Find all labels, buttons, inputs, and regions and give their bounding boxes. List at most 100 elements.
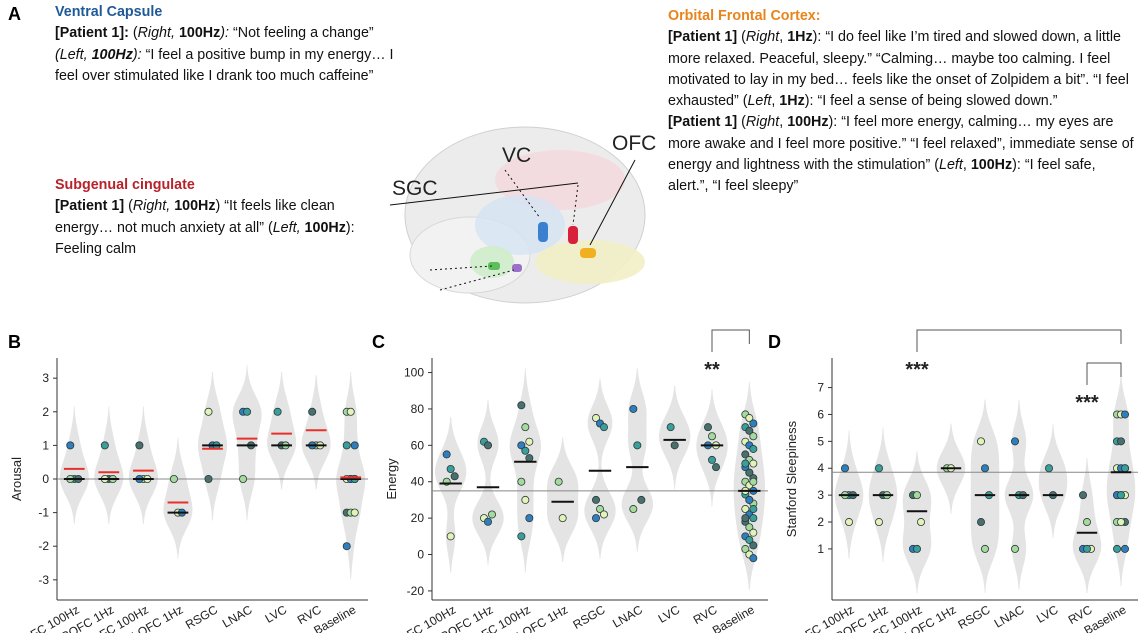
vc-block: Ventral Capsule [Patient 1]: (Right, 100… (55, 2, 400, 87)
t: Left, (273, 220, 301, 236)
quote: [Patient 1] (Right, 1Hz): “I do feel lik… (668, 27, 1138, 112)
quote: [Patient 1] (Right, 100Hz) “It feels lik… (55, 196, 395, 260)
data-point (518, 478, 525, 485)
t: , (779, 114, 787, 130)
data-point (750, 420, 757, 427)
t: 100Hz (174, 198, 215, 214)
t: (Left, (55, 47, 92, 63)
data-point (347, 408, 354, 415)
chart: Stanford Sleepiness1234567ROFC 100HzROFC… (784, 330, 1138, 633)
violin (971, 399, 1000, 593)
data-point (67, 442, 74, 449)
data-point (592, 515, 599, 522)
violin (435, 417, 466, 573)
electrode (580, 248, 596, 258)
data-point (522, 447, 529, 454)
data-point (447, 465, 454, 472)
data-point (1121, 545, 1128, 552)
y-tick-label: -1 (38, 506, 49, 520)
t: 100Hz (971, 157, 1012, 173)
data-point (243, 408, 250, 415)
y-tick-label: -20 (407, 584, 425, 598)
data-point (451, 473, 458, 480)
data-point (1117, 492, 1124, 499)
data-point (1121, 411, 1128, 418)
data-point (750, 529, 757, 536)
data-point (274, 408, 281, 415)
y-tick-label: 0 (42, 472, 49, 486)
x-tick-label: LNAC (220, 602, 255, 630)
data-point (522, 424, 529, 431)
brain-label: VC (502, 144, 531, 167)
data-point (488, 511, 495, 518)
y-tick-label: 2 (42, 405, 49, 419)
data-point (1083, 518, 1090, 525)
x-tick-label: RSGC (183, 602, 220, 632)
brain-label: OFC (612, 132, 656, 155)
t: [Patient 1]: (55, 25, 129, 41)
data-point (630, 405, 637, 412)
electrode (512, 264, 522, 272)
violin (659, 386, 690, 490)
data-point (518, 533, 525, 540)
t: 100Hz (305, 220, 346, 236)
y-tick-label: 1 (42, 438, 49, 452)
data-point (351, 442, 358, 449)
data-point (1117, 518, 1124, 525)
t: ( (124, 198, 133, 214)
data-point (917, 518, 924, 525)
y-tick-label: 20 (411, 511, 425, 525)
data-point (600, 511, 607, 518)
significance-bracket (1087, 363, 1121, 385)
t: [Patient 1] (55, 198, 124, 214)
region (535, 240, 645, 284)
t: Left (747, 93, 771, 109)
t: 100Hz (92, 47, 133, 63)
data-point (1011, 438, 1018, 445)
data-point (708, 456, 715, 463)
data-point (555, 478, 562, 485)
violin (163, 438, 192, 559)
t: Right, (133, 198, 170, 214)
y-tick-label: 3 (817, 488, 824, 502)
data-point (750, 515, 757, 522)
t: Right (746, 29, 779, 45)
t: [Patient 1] (668, 29, 737, 45)
x-tick-label: RSGC (570, 602, 607, 632)
violin (1039, 424, 1068, 538)
violin (233, 365, 262, 521)
t: Right, (138, 25, 175, 41)
data-point (600, 424, 607, 431)
data-point (742, 515, 749, 522)
t: , (779, 29, 787, 45)
data-point (170, 475, 177, 482)
data-point (671, 442, 678, 449)
page: VC OFC SGC Arousal-3-2-10123ROFC 100HzRO… (0, 0, 1144, 633)
violin (302, 375, 331, 489)
region (475, 195, 565, 255)
brain-label: SGC (392, 177, 438, 200)
data-point (712, 464, 719, 471)
y-tick-label: 80 (411, 402, 425, 416)
t: [Patient 1] (668, 114, 737, 130)
brain: VC OFC SGC (390, 127, 656, 303)
data-point (746, 469, 753, 476)
data-point (845, 518, 852, 525)
block-title: Subgenual cingulate (55, 175, 395, 196)
data-point (841, 465, 848, 472)
data-point (981, 545, 988, 552)
data-point (750, 433, 757, 440)
y-tick-label: 7 (817, 381, 824, 395)
data-point (522, 496, 529, 503)
violin (94, 406, 123, 524)
y-tick-label: 4 (817, 461, 824, 475)
data-point (518, 402, 525, 409)
y-tick-label: 0 (417, 548, 424, 562)
data-point (750, 542, 757, 549)
data-point (875, 465, 882, 472)
violin (472, 399, 503, 565)
data-point (484, 518, 491, 525)
y-axis-label: Arousal (9, 457, 24, 501)
t: 100Hz (179, 25, 220, 41)
data-point (1117, 438, 1124, 445)
